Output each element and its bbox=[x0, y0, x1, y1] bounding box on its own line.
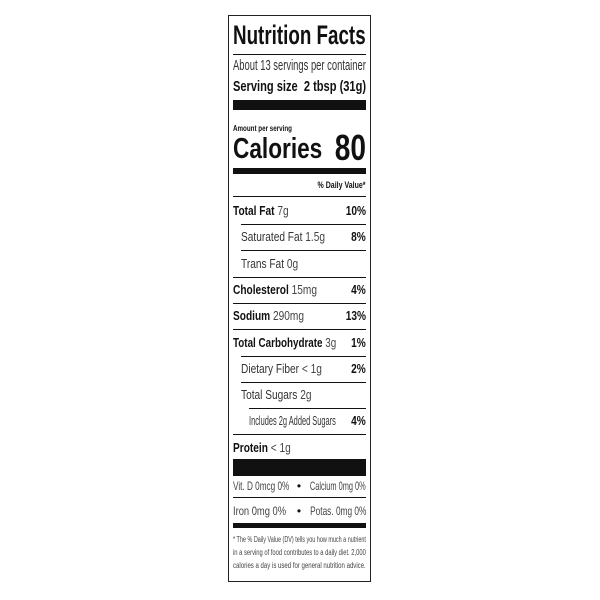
nutrient-dv: 8% bbox=[351, 229, 366, 245]
micro-vitd: Vit. D 0mcg 0% bbox=[233, 479, 290, 493]
nutrient-row: Cholesterol 15mg bbox=[233, 282, 317, 297]
nutrient-row: Protein < 1g bbox=[233, 440, 291, 455]
nutrient-row: Total Carbohydrate 3g bbox=[233, 335, 336, 350]
bullet: • bbox=[296, 504, 302, 518]
nutrient-name: Cholesterol bbox=[233, 281, 289, 297]
nutrient-name: Includes 2g Added Sugars bbox=[249, 413, 336, 429]
divider bbox=[233, 497, 366, 498]
footnote-line: calories a day is used for general nutri… bbox=[233, 561, 366, 570]
nutrient-name: Dietary Fiber bbox=[241, 360, 300, 376]
dv-header: % Daily Value* bbox=[317, 180, 366, 190]
serving-size-label: Serving size bbox=[233, 78, 298, 95]
label-title: Nutrition Facts bbox=[233, 20, 366, 50]
amount-per-serving: Amount per serving bbox=[233, 124, 292, 133]
divider bbox=[233, 276, 366, 278]
serving-size: Serving size 2 tbsp (31g) bbox=[233, 78, 366, 95]
nutrient-amount: 7g bbox=[277, 203, 289, 218]
divider bbox=[233, 196, 366, 197]
nutrient-amount: 15mg bbox=[291, 281, 317, 297]
thick-divider bbox=[233, 168, 366, 174]
nutrient-amount: 290mg bbox=[273, 308, 305, 324]
divider bbox=[241, 224, 366, 225]
nutrient-dv: 10% bbox=[345, 203, 366, 218]
nutrient-amount: 2g bbox=[300, 387, 312, 403]
nutrient-name: Saturated Fat bbox=[241, 229, 303, 245]
micro-calcium: Calcium 0mg 0% bbox=[310, 479, 366, 493]
nutrient-row: Saturated Fat 1.5g bbox=[241, 229, 325, 244]
nutrient-row: Includes 2g Added Sugars bbox=[249, 413, 336, 428]
thick-divider bbox=[233, 523, 366, 528]
footnote-line: in a serving of food contributes to a da… bbox=[233, 548, 366, 557]
nutrient-row: Sodium 290mg bbox=[233, 308, 304, 323]
bullet: • bbox=[296, 479, 302, 493]
nutrient-name: Total Fat bbox=[233, 203, 275, 218]
footnote-line: * The % Daily Value (DV) tells you how m… bbox=[233, 535, 366, 544]
nutrient-row: Total Fat 7g bbox=[233, 203, 289, 218]
nutrient-amount: 3g bbox=[325, 334, 337, 350]
nutrient-row: Total Sugars 2g bbox=[241, 387, 311, 402]
divider bbox=[233, 302, 366, 304]
nutrient-name: Sodium bbox=[233, 308, 271, 324]
nutrient-dv: 1% bbox=[351, 334, 366, 350]
divider bbox=[249, 408, 366, 410]
nutrient-amount: 1.5g bbox=[305, 229, 326, 245]
nutrient-dv: 2% bbox=[351, 360, 366, 376]
nutrient-amount: 0g bbox=[286, 255, 299, 271]
serving-size-value: 2 tbsp (31g) bbox=[303, 78, 367, 95]
divider bbox=[233, 54, 366, 55]
divider bbox=[241, 250, 366, 252]
calories-label: Calories bbox=[233, 133, 323, 165]
divider bbox=[241, 355, 366, 357]
calories-value: 80 bbox=[334, 127, 366, 168]
micro-potassium: Potas. 0mg 0% bbox=[309, 504, 366, 518]
divider bbox=[241, 381, 366, 383]
nutrient-dv: 4% bbox=[351, 413, 366, 429]
nutrient-amount: < 1g bbox=[301, 360, 322, 376]
nutrition-facts-label: Nutrition Facts About 13 servings per co… bbox=[228, 15, 371, 582]
micro-iron: Iron 0mg 0% bbox=[233, 504, 287, 518]
nutrient-row: Trans Fat 0g bbox=[241, 256, 298, 271]
divider bbox=[233, 434, 366, 436]
nutrient-dv: 4% bbox=[351, 281, 366, 297]
thick-divider bbox=[233, 459, 366, 476]
nutrient-dv: 13% bbox=[345, 308, 366, 324]
nutrient-row: Dietary Fiber < 1g bbox=[241, 361, 322, 376]
divider bbox=[233, 329, 366, 331]
nutrient-name: Total Carbohydrate bbox=[233, 334, 323, 350]
nutrient-name: Total Sugars bbox=[241, 387, 298, 403]
nutrient-amount: < 1g bbox=[270, 439, 291, 455]
nutrient-name: Trans Fat bbox=[241, 255, 285, 271]
nutrient-name: Protein bbox=[233, 439, 268, 455]
thick-divider bbox=[233, 100, 366, 110]
servings-per-container: About 13 servings per container bbox=[233, 57, 366, 74]
